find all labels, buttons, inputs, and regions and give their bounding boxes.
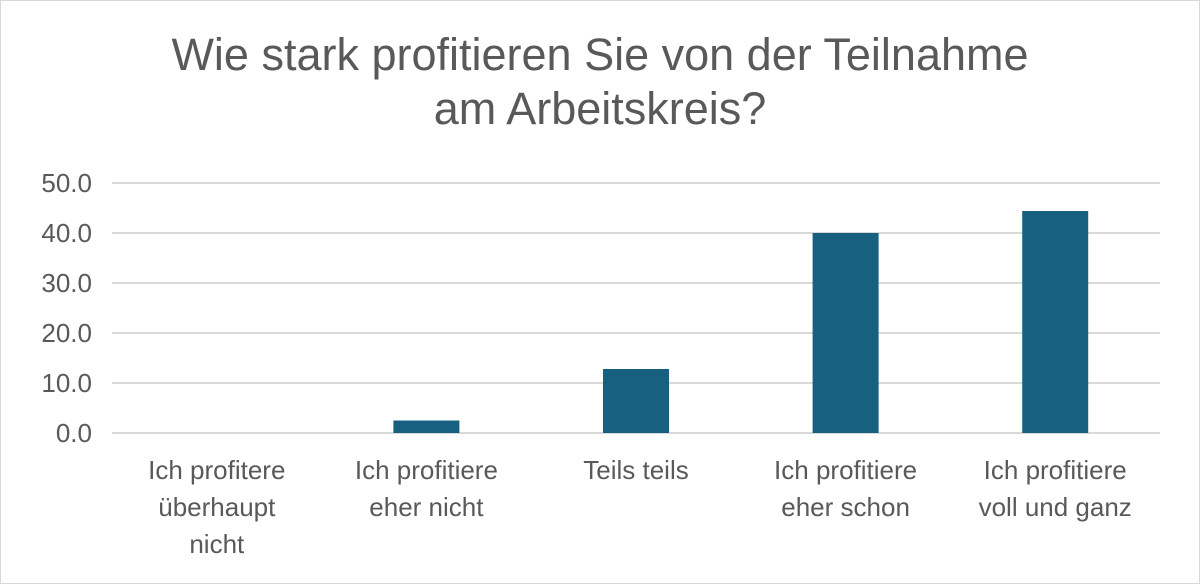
chart-title-line-2: am Arbeitskreis? bbox=[433, 83, 767, 134]
chart-title: Wie stark profitieren Sie von der Teilna… bbox=[0, 28, 1200, 136]
x-tick-label-1-1: eher nicht bbox=[369, 492, 484, 522]
x-tick-label-0-2: nicht bbox=[189, 529, 245, 559]
x-tick-label-4-1: voll und ganz bbox=[979, 492, 1132, 522]
bar-4 bbox=[1022, 211, 1089, 433]
y-tick-label-4: 40.0 bbox=[41, 218, 92, 248]
x-tick-label-0-0: Ich profitere bbox=[148, 455, 285, 485]
x-tick-label-2-0: Teils teils bbox=[583, 455, 688, 485]
x-tick-label-1-0: Ich profitiere bbox=[355, 455, 498, 485]
x-tick-label-3-1: eher schon bbox=[781, 492, 910, 522]
y-tick-label-5: 50.0 bbox=[41, 168, 92, 198]
x-tick-label-3-0: Ich profitiere bbox=[774, 455, 917, 485]
y-tick-label-1: 10.0 bbox=[41, 368, 92, 398]
x-tick-label-4-0: Ich profitiere bbox=[984, 455, 1127, 485]
bar-2 bbox=[603, 369, 669, 433]
y-tick-label-3: 30.0 bbox=[41, 268, 92, 298]
y-tick-label-2: 20.0 bbox=[41, 318, 92, 348]
chart-title-line-1: Wie stark profitieren Sie von der Teilna… bbox=[171, 29, 1029, 80]
x-tick-label-0-1: überhaupt bbox=[158, 492, 276, 522]
bar-1 bbox=[393, 420, 460, 433]
bar-3 bbox=[812, 233, 879, 433]
y-tick-label-0: 0.0 bbox=[56, 418, 92, 448]
